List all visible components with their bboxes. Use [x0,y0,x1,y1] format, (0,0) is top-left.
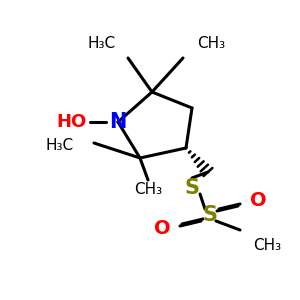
Text: CH₃: CH₃ [134,182,162,197]
Text: O: O [154,220,170,238]
Text: O: O [250,191,266,211]
Text: HO: HO [57,113,87,131]
Text: S: S [184,178,200,198]
Text: H₃C: H₃C [46,137,74,152]
Text: CH₃: CH₃ [253,238,281,253]
Text: CH₃: CH₃ [197,35,225,50]
Text: N: N [109,112,127,132]
Text: H₃C: H₃C [88,35,116,50]
Text: S: S [202,205,217,225]
